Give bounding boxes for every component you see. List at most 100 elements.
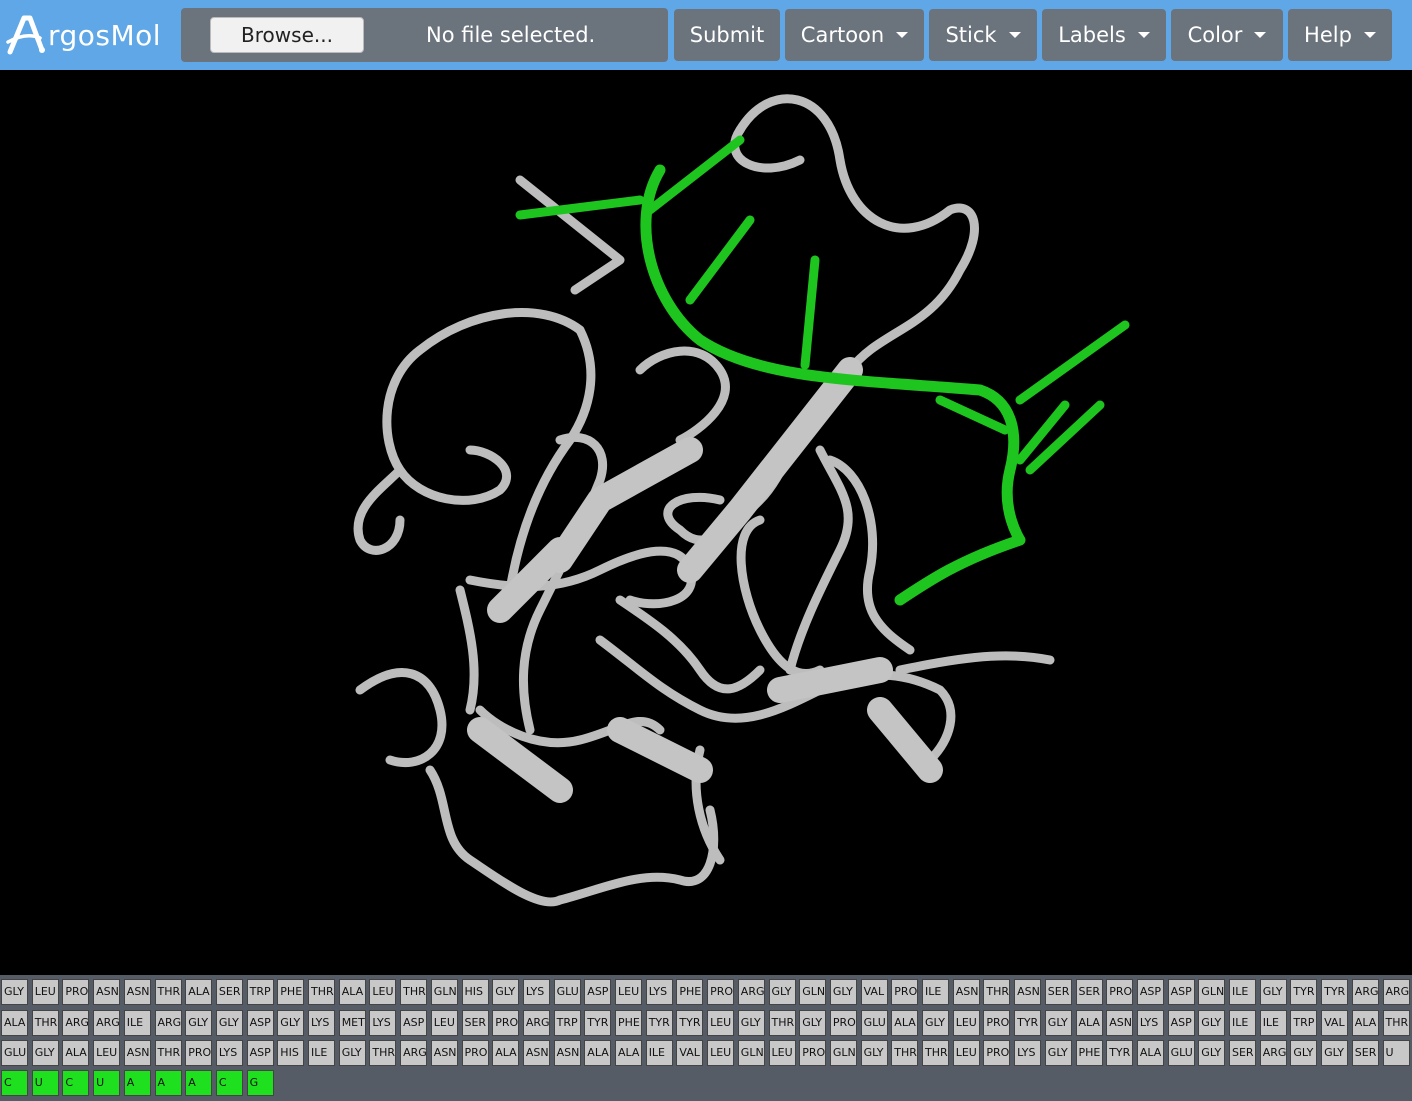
residue-cell[interactable]: LEU xyxy=(707,1010,735,1036)
residue-cell[interactable]: A xyxy=(154,1070,182,1096)
help-dropdown[interactable]: Help xyxy=(1288,9,1392,61)
residue-cell[interactable]: THR xyxy=(983,979,1011,1005)
residue-cell[interactable]: TRP xyxy=(553,1010,581,1036)
residue-cell[interactable]: ASP xyxy=(246,1040,274,1066)
residue-cell[interactable]: LYS xyxy=(215,1040,243,1066)
molecule-viewer-canvas[interactable] xyxy=(0,70,1412,975)
residue-cell[interactable]: VAL xyxy=(1321,1010,1349,1036)
residue-cell[interactable]: PRO xyxy=(461,1040,489,1066)
residue-cell[interactable]: GLY xyxy=(492,979,520,1005)
residue-cell[interactable]: TYR xyxy=(1321,979,1349,1005)
residue-cell[interactable]: THR xyxy=(154,1040,182,1066)
residue-cell[interactable]: SER xyxy=(1351,1040,1379,1066)
residue-cell[interactable]: ASP xyxy=(584,979,612,1005)
residue-cell[interactable]: LEU xyxy=(369,979,397,1005)
residue-cell[interactable]: TYR xyxy=(1290,979,1318,1005)
residue-cell[interactable]: VAL xyxy=(676,1040,704,1066)
residue-cell[interactable]: ARG xyxy=(1351,979,1379,1005)
residue-cell[interactable]: PHE xyxy=(615,1010,642,1036)
residue-cell[interactable]: LEU xyxy=(952,1010,980,1036)
residue-cell[interactable]: PHE xyxy=(676,979,704,1005)
residue-cell[interactable]: GLY xyxy=(1198,1040,1226,1066)
residue-cell[interactable]: ARG xyxy=(1259,1040,1287,1066)
residue-cell[interactable]: LYS xyxy=(645,979,673,1005)
residue-cell[interactable]: ARG xyxy=(1382,979,1410,1005)
residue-cell[interactable]: PHE xyxy=(277,979,305,1005)
residue-cell[interactable]: ALA xyxy=(1,1010,28,1036)
submit-button[interactable]: Submit xyxy=(674,9,780,61)
stick-dropdown[interactable]: Stick xyxy=(929,9,1037,61)
residue-cell[interactable]: ALA xyxy=(1351,1010,1379,1036)
residue-cell[interactable]: LEU xyxy=(707,1040,735,1066)
residue-cell[interactable]: ALA xyxy=(584,1040,612,1066)
residue-cell[interactable]: ALA xyxy=(891,1010,919,1036)
residue-cell[interactable]: GLY xyxy=(185,1010,213,1036)
residue-cell[interactable]: ILE xyxy=(1229,979,1256,1005)
residue-cell[interactable]: PHE xyxy=(1075,1040,1103,1066)
residue-cell[interactable]: ASN xyxy=(430,1040,458,1066)
residue-cell[interactable]: ARG xyxy=(522,1010,550,1036)
residue-cell[interactable]: PRO xyxy=(891,979,919,1005)
residue-cell[interactable]: GLY xyxy=(215,1010,243,1036)
residue-cell[interactable]: ASN xyxy=(123,1040,151,1066)
residue-cell[interactable]: ASP xyxy=(1167,979,1195,1005)
residue-cell[interactable]: ILE xyxy=(1259,1010,1287,1036)
residue-cell[interactable]: ASN xyxy=(93,979,121,1005)
residue-cell[interactable]: U xyxy=(1382,1040,1410,1066)
brand-logo[interactable]: rgosMol xyxy=(6,8,161,62)
residue-cell[interactable]: SER xyxy=(461,1010,489,1036)
residue-cell[interactable]: ASP xyxy=(1167,1010,1195,1036)
residue-cell[interactable]: GLN xyxy=(829,1040,857,1066)
residue-cell[interactable]: TYR xyxy=(1106,1040,1134,1066)
residue-cell[interactable]: TYR xyxy=(584,1010,612,1036)
residue-cell[interactable]: GLY xyxy=(768,979,796,1005)
residue-cell[interactable]: ALA xyxy=(492,1040,520,1066)
residue-cell[interactable]: ASN xyxy=(1106,1010,1134,1036)
residue-cell[interactable]: LYS xyxy=(1014,1040,1042,1066)
residue-cell[interactable]: VAL xyxy=(860,979,888,1005)
residue-cell[interactable]: U xyxy=(93,1070,121,1096)
residue-cell[interactable]: TYR xyxy=(676,1010,704,1036)
residue-cell[interactable]: LEU xyxy=(430,1010,458,1036)
residue-cell[interactable]: GLN xyxy=(430,979,458,1005)
residue-cell[interactable]: PRO xyxy=(62,979,90,1005)
residue-cell[interactable]: GLY xyxy=(799,1010,827,1036)
residue-cell[interactable]: GLY xyxy=(1,979,28,1005)
residue-cell[interactable]: TRP xyxy=(1290,1010,1318,1036)
residue-cell[interactable]: LYS xyxy=(1136,1010,1164,1036)
residue-cell[interactable]: SER xyxy=(215,979,243,1005)
residue-cell[interactable]: ILE xyxy=(1229,1010,1256,1036)
residue-cell[interactable]: ALA xyxy=(615,1040,642,1066)
residue-cell[interactable]: SER xyxy=(1044,979,1072,1005)
residue-cell[interactable]: ILE xyxy=(645,1040,673,1066)
residue-cell[interactable]: LYS xyxy=(522,979,550,1005)
color-dropdown[interactable]: Color xyxy=(1171,9,1283,61)
residue-cell[interactable]: THR xyxy=(31,1010,59,1036)
residue-cell[interactable]: ASN xyxy=(522,1040,550,1066)
residue-cell[interactable]: C xyxy=(62,1070,90,1096)
residue-cell[interactable]: PRO xyxy=(185,1040,213,1066)
residue-cell[interactable]: GLY xyxy=(1290,1040,1318,1066)
residue-cell[interactable]: TYR xyxy=(645,1010,673,1036)
residue-cell[interactable]: ALA xyxy=(185,979,213,1005)
residue-cell[interactable]: THR xyxy=(400,979,428,1005)
residue-cell[interactable]: LEU xyxy=(768,1040,796,1066)
residue-cell[interactable]: SER xyxy=(1075,979,1103,1005)
residue-cell[interactable]: THR xyxy=(922,1040,949,1066)
residue-cell[interactable]: LEU xyxy=(615,979,642,1005)
residue-cell[interactable]: GLY xyxy=(1198,1010,1226,1036)
residue-cell[interactable]: ASP xyxy=(400,1010,428,1036)
residue-cell[interactable]: GLY xyxy=(1044,1010,1072,1036)
residue-cell[interactable]: GLY xyxy=(1259,979,1287,1005)
residue-cell[interactable]: ASN xyxy=(1014,979,1042,1005)
residue-cell[interactable]: ALA xyxy=(1075,1010,1103,1036)
residue-cell[interactable]: PRO xyxy=(983,1010,1011,1036)
residue-cell[interactable]: TRP xyxy=(246,979,274,1005)
residue-cell[interactable]: ALA xyxy=(338,979,366,1005)
residue-cell[interactable]: GLY xyxy=(922,1010,949,1036)
residue-cell[interactable]: ASN xyxy=(952,979,980,1005)
residue-cell[interactable]: GLU xyxy=(860,1010,888,1036)
residue-cell[interactable]: GLU xyxy=(1167,1040,1195,1066)
residue-cell[interactable]: GLY xyxy=(829,979,857,1005)
residue-cell[interactable]: LEU xyxy=(93,1040,121,1066)
